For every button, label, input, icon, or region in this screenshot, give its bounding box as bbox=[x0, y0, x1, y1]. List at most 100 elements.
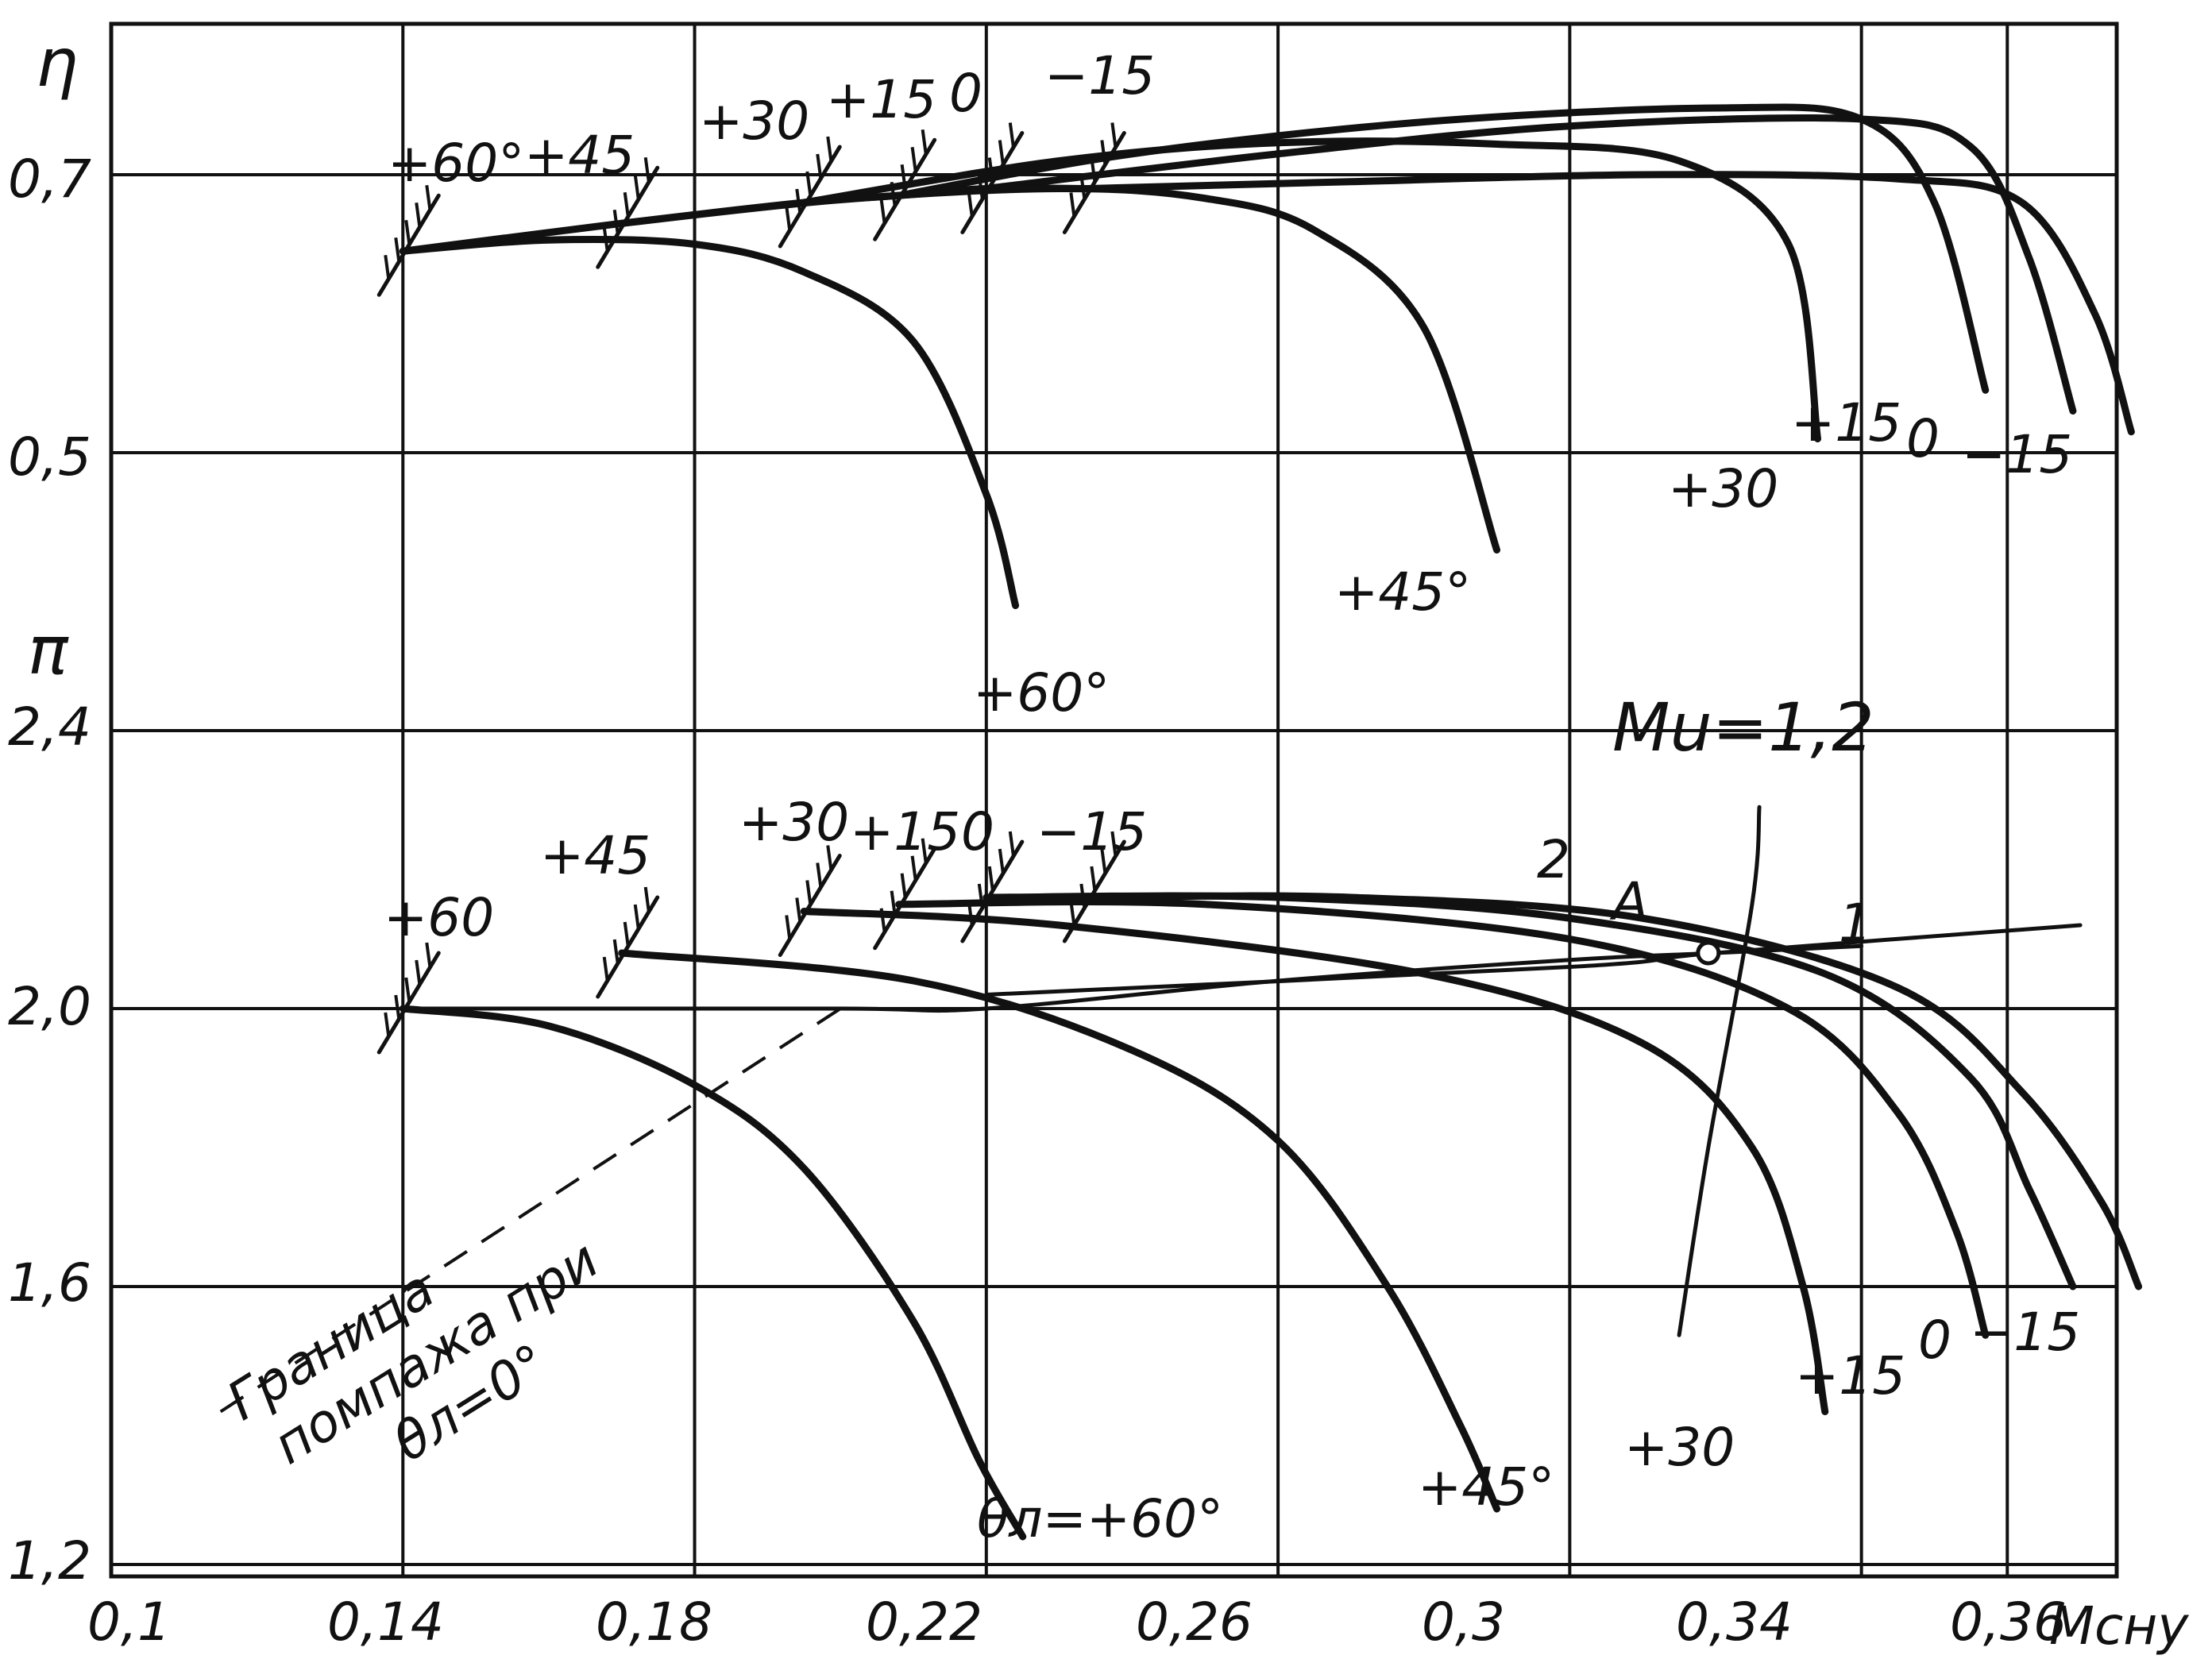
mu-annotation: Мu=1,2 bbox=[1612, 689, 1874, 766]
line-1-label: 1 bbox=[1839, 893, 1872, 954]
plot-frame bbox=[109, 21, 2119, 1579]
x-tick-label: 0,3 bbox=[1422, 1591, 1505, 1653]
x-tick-label: 0,14 bbox=[327, 1591, 444, 1653]
surge-hatch bbox=[921, 129, 928, 154]
eta-series-line bbox=[1084, 171, 2135, 436]
surge-hatch bbox=[816, 153, 823, 179]
surge-hatch bbox=[785, 915, 792, 939]
eta-surge-label: +15 bbox=[826, 69, 936, 130]
surge-hatch bbox=[1008, 122, 1015, 147]
eta-surge-label: +45 bbox=[524, 125, 635, 186]
surge-hatch bbox=[879, 908, 886, 933]
eta-surge-label: +60° bbox=[388, 133, 524, 194]
surge-hatch bbox=[879, 199, 886, 224]
marks-layer bbox=[376, 122, 1721, 1055]
surge-hatch bbox=[977, 883, 984, 909]
pi-series-line bbox=[895, 898, 1990, 1339]
surge-mark bbox=[376, 951, 441, 1055]
pi-axis-label: π bbox=[28, 612, 69, 689]
eta-curve-label: −15 bbox=[1962, 424, 2072, 485]
surge-hatch bbox=[643, 156, 650, 182]
surge-hatch bbox=[900, 873, 907, 898]
surge-hatch bbox=[425, 942, 432, 967]
surge-hatch bbox=[890, 890, 897, 916]
pi-series-line bbox=[399, 1005, 1027, 1541]
surge-hatch bbox=[1079, 883, 1087, 909]
pi-series-line bbox=[1084, 892, 2143, 1291]
point-a-label: А bbox=[1609, 871, 1648, 932]
surge-hatch bbox=[1069, 192, 1076, 217]
pi-curve-label: θл=+60° bbox=[977, 1488, 1223, 1549]
operating-line-1 bbox=[984, 923, 2083, 997]
y-tick-label: 1,6 bbox=[8, 1252, 91, 1314]
surge-hatch bbox=[805, 880, 813, 905]
line-2-label: 2 bbox=[1537, 829, 1570, 890]
x-tick-label: 0,34 bbox=[1676, 1591, 1793, 1653]
surge-hatch bbox=[643, 886, 650, 912]
surge-hatch bbox=[623, 921, 630, 947]
surge-hatch bbox=[633, 174, 640, 199]
pi-curve-label: +30 bbox=[1624, 1417, 1735, 1478]
pi-curve-label: 0 bbox=[1918, 1310, 1951, 1371]
surge-hatch bbox=[795, 897, 802, 922]
surge-hatch bbox=[1079, 175, 1087, 199]
grid-layer bbox=[109, 21, 2119, 1579]
surge-mark bbox=[778, 854, 842, 957]
surge-hatch bbox=[394, 237, 401, 262]
surge-hatch bbox=[785, 206, 792, 231]
surge-hatch bbox=[415, 959, 422, 985]
surge-hatch bbox=[1008, 831, 1015, 856]
pi-curve-label: +15 bbox=[1795, 1345, 1905, 1406]
surge-hatch bbox=[998, 848, 1005, 874]
surge-mark bbox=[596, 895, 660, 999]
y-tick-label: 0,5 bbox=[8, 426, 91, 488]
pi-curve-label: −15 bbox=[1970, 1302, 2080, 1363]
surge-hatch bbox=[602, 226, 609, 252]
pi-series-line bbox=[982, 892, 2077, 1291]
point-a-marker bbox=[1696, 940, 1721, 966]
surge-hatch bbox=[633, 904, 640, 929]
surge-hatch bbox=[816, 862, 823, 887]
y-tick-label: 0,7 bbox=[8, 149, 91, 210]
surge-hatch bbox=[987, 157, 994, 182]
surge-hatch bbox=[1090, 866, 1097, 891]
surge-hatch bbox=[612, 939, 620, 964]
surge-hatch bbox=[826, 845, 833, 870]
surge-hatch bbox=[921, 838, 928, 863]
surge-hatch bbox=[394, 994, 401, 1020]
surge-hatch bbox=[795, 188, 802, 214]
eta-curve-label: +30 bbox=[1668, 458, 1778, 519]
eta-surge-label: −15 bbox=[1044, 45, 1155, 106]
x-axis-label: Mсну bbox=[2049, 1595, 2189, 1657]
eta-series-line bbox=[618, 184, 1501, 554]
surge-hatch bbox=[384, 1012, 391, 1037]
pi-surge-label: −15 bbox=[1037, 801, 1147, 862]
surge-boundary-dashed-line bbox=[219, 1007, 842, 1414]
surge-hatch bbox=[1100, 140, 1107, 164]
surge-hatch bbox=[602, 956, 609, 982]
surge-hatch bbox=[826, 136, 833, 161]
surge-hatch bbox=[890, 181, 897, 206]
eta-curve-label: +60° bbox=[973, 662, 1110, 723]
surge-hatch bbox=[910, 146, 917, 172]
surge-hatch bbox=[1069, 901, 1076, 926]
surge-hatch bbox=[805, 171, 813, 196]
eta-series-line bbox=[895, 103, 1990, 394]
surge-hatch bbox=[415, 202, 422, 227]
eta-surge-label: 0 bbox=[949, 63, 982, 124]
surge-hatch bbox=[404, 977, 411, 1002]
pi-series-line bbox=[618, 949, 1501, 1513]
pi-curve-label: +45° bbox=[1418, 1456, 1554, 1518]
x-tick-label: 0,26 bbox=[1136, 1591, 1253, 1653]
surge-hatch bbox=[404, 219, 411, 245]
eta-curve-label: +15 bbox=[1791, 392, 1901, 453]
surge-hatch bbox=[425, 184, 432, 210]
eta-curve-label: 0 bbox=[1906, 408, 1940, 469]
surge-hatch bbox=[384, 254, 391, 280]
surge-hatch bbox=[967, 901, 974, 926]
surge-mark bbox=[1062, 131, 1126, 234]
pi-surge-label: +15 bbox=[850, 801, 960, 862]
surge-hatch bbox=[987, 866, 994, 891]
eta-series-line bbox=[982, 114, 2077, 415]
